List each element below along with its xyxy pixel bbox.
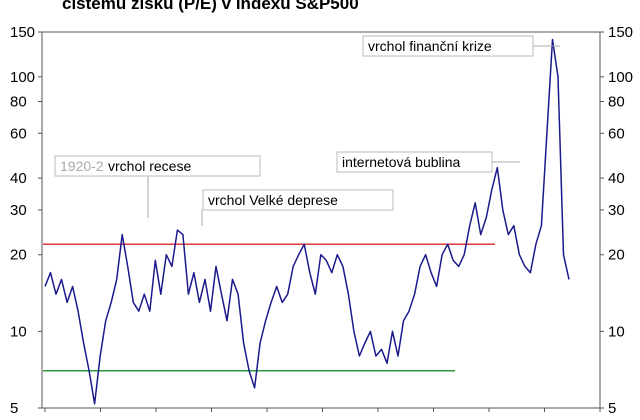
annotation: vrchol finanční krize (368, 38, 492, 54)
data-line (44, 38, 570, 405)
y-tick-label: 150 (10, 24, 35, 41)
y2-tick-label: 40 (608, 170, 625, 187)
annotation: internetová bublina (342, 154, 461, 170)
y2-tick-label: 80 (608, 93, 625, 110)
annotation-box (336, 151, 493, 173)
chart-title: čistému zisku (P/E) v indexu S&P500 (62, 0, 359, 13)
annotation: 1920-2 (60, 158, 104, 174)
y-tick-label: 5 (10, 400, 18, 417)
y2-tick-label: 5 (608, 400, 616, 417)
y2-tick-label: 30 (608, 202, 625, 219)
y-tick-label: 40 (10, 170, 27, 187)
x-ticks (44, 408, 601, 412)
annotation-box (362, 35, 534, 57)
y2-tick-label: 150 (608, 24, 633, 41)
y-tick-label: 100 (10, 69, 35, 86)
y2-tick-label: 10 (608, 323, 625, 340)
y2-tick-label: 60 (608, 125, 625, 142)
annotation: vrchol Velké deprese (208, 192, 338, 208)
y-tick-label: 80 (10, 93, 27, 110)
annotation: vrchol recese (108, 158, 191, 174)
y-tick-label: 60 (10, 125, 27, 142)
y2-tick-label: 20 (608, 247, 625, 264)
y2-tick-label: 100 (608, 69, 633, 86)
annotations: 1920-2 vrchol recese vrchol Velké depres… (54, 35, 560, 226)
y-tick-label: 20 (10, 247, 27, 264)
y-tick-label: 10 (10, 323, 27, 340)
annotation-box (202, 189, 394, 211)
annotation-box (54, 155, 261, 177)
y-tick-label: 30 (10, 202, 27, 219)
plot: 5 5 10 10 20 20 30 30 40 40 60 60 80 80 100 100 150 150 (10, 24, 633, 417)
